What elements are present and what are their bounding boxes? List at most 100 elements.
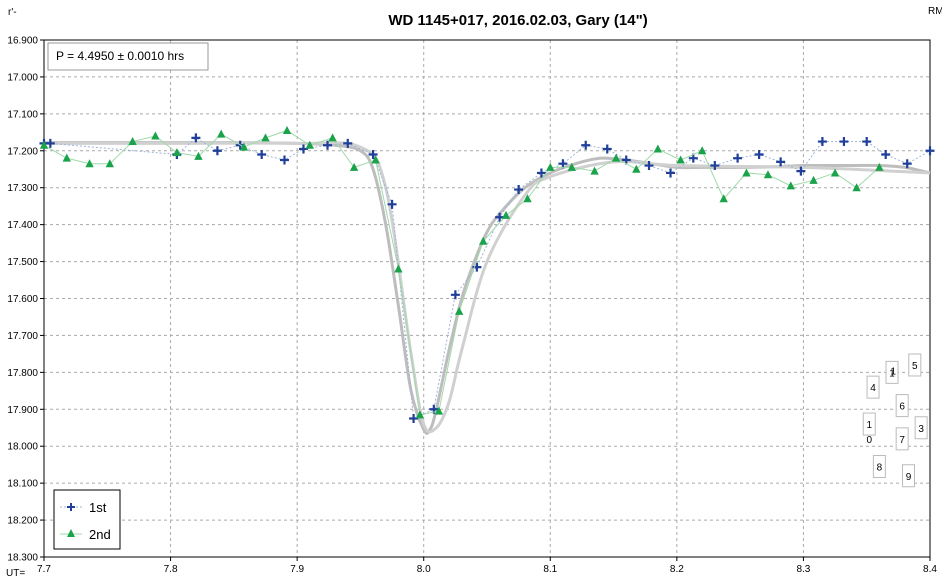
data-point-2nd xyxy=(697,146,707,155)
data-point-1st xyxy=(688,153,698,163)
data-point-1st xyxy=(644,161,654,171)
data-point-2nd xyxy=(719,194,728,203)
data-point-2nd xyxy=(394,264,403,273)
y-tick-label: 16.900 xyxy=(7,36,38,47)
y-tick-label: 17.800 xyxy=(7,368,38,379)
label-box-text: 9 xyxy=(906,472,912,483)
data-point-1st xyxy=(621,155,631,165)
data-point-2nd xyxy=(217,129,226,138)
annotation-box xyxy=(47,42,209,71)
label-box: 3 xyxy=(914,416,928,440)
label-box-text: 8 xyxy=(877,463,883,474)
y-tick-label: 17.900 xyxy=(7,405,38,416)
y-tick-label: 17.700 xyxy=(7,331,38,342)
label-box: 9 xyxy=(901,464,915,488)
data-point-1st xyxy=(387,199,397,209)
annotation-text: P = 4.4950 ± 0.0010 hrs xyxy=(56,49,184,63)
chart-title: WD 1145+017, 2016.02.03, Gary (14") xyxy=(388,12,647,29)
label-box-frame xyxy=(862,412,876,436)
data-point-2nd xyxy=(151,131,160,140)
legend-marker-2nd xyxy=(67,529,75,537)
y-tick-label: 18.200 xyxy=(7,516,38,527)
x-axis-label: UT= xyxy=(6,568,25,579)
label-box: 1 xyxy=(885,360,899,384)
data-point-1st xyxy=(776,157,786,167)
data-point-1st xyxy=(862,137,872,147)
label-box-text: 1 xyxy=(866,420,872,431)
data-point-1st xyxy=(881,149,891,159)
label-box: 1 xyxy=(862,412,876,436)
data-point-2nd xyxy=(172,148,182,157)
data-point-1st xyxy=(212,146,222,156)
x-tick-label: 8.2 xyxy=(670,564,684,575)
x-tick-label: 8.4 xyxy=(923,564,937,575)
label-box-text: 3 xyxy=(918,424,924,435)
x-tick-label: 7.9 xyxy=(290,564,304,575)
data-point-1st xyxy=(817,137,827,147)
label-box-frame xyxy=(895,394,909,418)
label-box-text: 1 xyxy=(891,367,897,378)
label-box-frame xyxy=(914,416,928,440)
data-point-2nd xyxy=(261,133,270,142)
data-point-1st xyxy=(323,140,333,150)
data-point-1st xyxy=(925,146,935,156)
label-box-frame xyxy=(866,375,880,399)
y-tick-label: 17.600 xyxy=(7,294,38,305)
data-point-1st xyxy=(279,155,289,165)
label-box: 7 xyxy=(895,427,909,451)
y-tick-label: 17.300 xyxy=(7,183,38,194)
series-2nd xyxy=(39,125,884,419)
label-box: 6 xyxy=(895,394,909,418)
data-point-1st xyxy=(581,140,591,150)
data-point-1st xyxy=(839,137,849,147)
data-point-2nd xyxy=(39,140,49,149)
data-point-2nd xyxy=(194,151,203,160)
data-point-1st xyxy=(298,144,308,154)
x-tick-label: 7.8 xyxy=(164,564,178,575)
y-tick-label: 17.200 xyxy=(7,146,38,157)
model-curve-1 xyxy=(44,141,931,435)
label-box-text: 0 xyxy=(866,435,872,446)
data-point-2nd xyxy=(742,168,751,177)
data-point-2nd xyxy=(546,162,555,171)
label-box-frame xyxy=(908,353,922,377)
data-point-1st xyxy=(343,138,353,148)
series-1st xyxy=(39,133,935,424)
period-annotation: P = 4.4950 ± 0.0010 hrs xyxy=(47,42,209,71)
data-point-1st xyxy=(450,290,460,300)
label-box-text: 6 xyxy=(899,402,905,413)
legend-label-2nd: 2nd xyxy=(89,527,111,542)
series-line-1st xyxy=(44,137,931,420)
y-tick-label: 18.100 xyxy=(7,479,38,490)
model-curve-2 xyxy=(44,141,931,434)
x-tick-label: 8.0 xyxy=(417,564,431,575)
data-point-2nd xyxy=(454,306,464,315)
data-point-1st xyxy=(733,153,743,163)
label-box-frame xyxy=(901,464,915,488)
y-tick-label: 17.500 xyxy=(7,257,38,268)
data-point-2nd xyxy=(62,153,71,162)
data-point-2nd xyxy=(830,168,840,177)
label-box-text: 7 xyxy=(899,435,905,446)
data-point-2nd xyxy=(523,194,532,203)
data-point-2nd xyxy=(567,162,577,171)
data-point-2nd xyxy=(501,210,511,219)
data-point-1st xyxy=(191,133,201,143)
axis-ticks: 7.7 7.8 7.9 8.0 8.1 8.2 8.3 8.4 16.900 17.000 17.1… xyxy=(7,36,937,576)
data-point-2nd xyxy=(85,159,94,168)
data-point-1st xyxy=(710,161,720,171)
data-point-1st xyxy=(902,159,912,169)
label-box-text: 5 xyxy=(912,361,918,372)
data-point-1st xyxy=(558,159,568,169)
x-tick-label: 8.3 xyxy=(796,564,810,575)
data-point-2nd xyxy=(105,159,115,168)
label-box-frame xyxy=(885,360,899,384)
data-point-1st xyxy=(409,414,419,424)
y-tick-label: 17.000 xyxy=(7,72,38,83)
model-curves xyxy=(44,141,931,435)
label-box: 8 xyxy=(872,455,886,479)
data-series xyxy=(39,125,935,424)
data-point-2nd xyxy=(349,162,359,171)
